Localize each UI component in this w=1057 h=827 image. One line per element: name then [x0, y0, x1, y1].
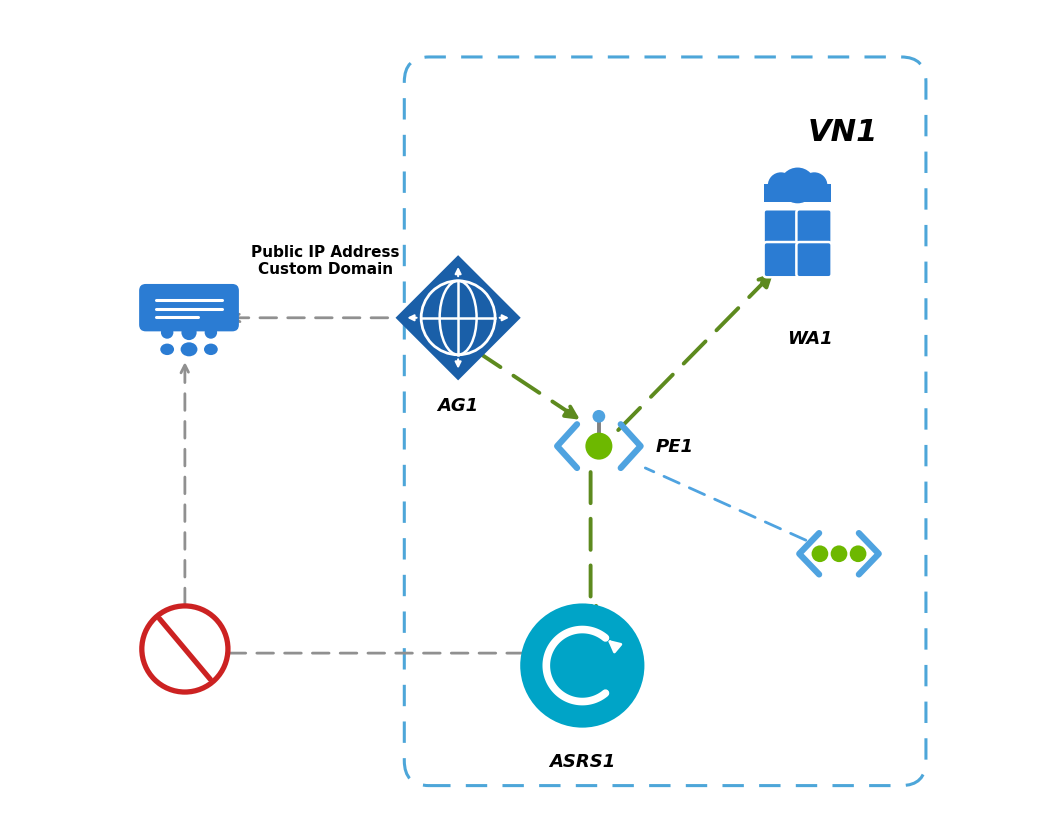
FancyBboxPatch shape	[796, 210, 832, 245]
Circle shape	[593, 410, 606, 423]
Circle shape	[161, 327, 173, 339]
FancyBboxPatch shape	[764, 185, 831, 203]
FancyBboxPatch shape	[140, 284, 239, 332]
Text: WA1: WA1	[787, 330, 833, 348]
FancyBboxPatch shape	[796, 243, 832, 278]
Ellipse shape	[161, 344, 174, 356]
Circle shape	[586, 433, 612, 460]
Circle shape	[831, 546, 848, 562]
Polygon shape	[395, 256, 521, 381]
FancyBboxPatch shape	[404, 58, 926, 786]
FancyBboxPatch shape	[763, 243, 799, 278]
Text: VN1: VN1	[808, 117, 878, 147]
Circle shape	[812, 546, 829, 562]
Circle shape	[767, 173, 794, 199]
FancyBboxPatch shape	[763, 210, 799, 245]
Circle shape	[801, 173, 828, 199]
Ellipse shape	[181, 343, 198, 357]
Circle shape	[850, 546, 867, 562]
Circle shape	[205, 327, 217, 339]
Circle shape	[142, 606, 228, 692]
Text: ASRS1: ASRS1	[550, 752, 615, 770]
Circle shape	[520, 604, 645, 728]
Circle shape	[780, 169, 816, 204]
Text: Public IP Address
Custom Domain: Public IP Address Custom Domain	[252, 244, 400, 277]
Text: PE1: PE1	[656, 437, 694, 456]
Ellipse shape	[204, 344, 218, 356]
Text: AG1: AG1	[438, 396, 479, 414]
Circle shape	[182, 326, 197, 341]
